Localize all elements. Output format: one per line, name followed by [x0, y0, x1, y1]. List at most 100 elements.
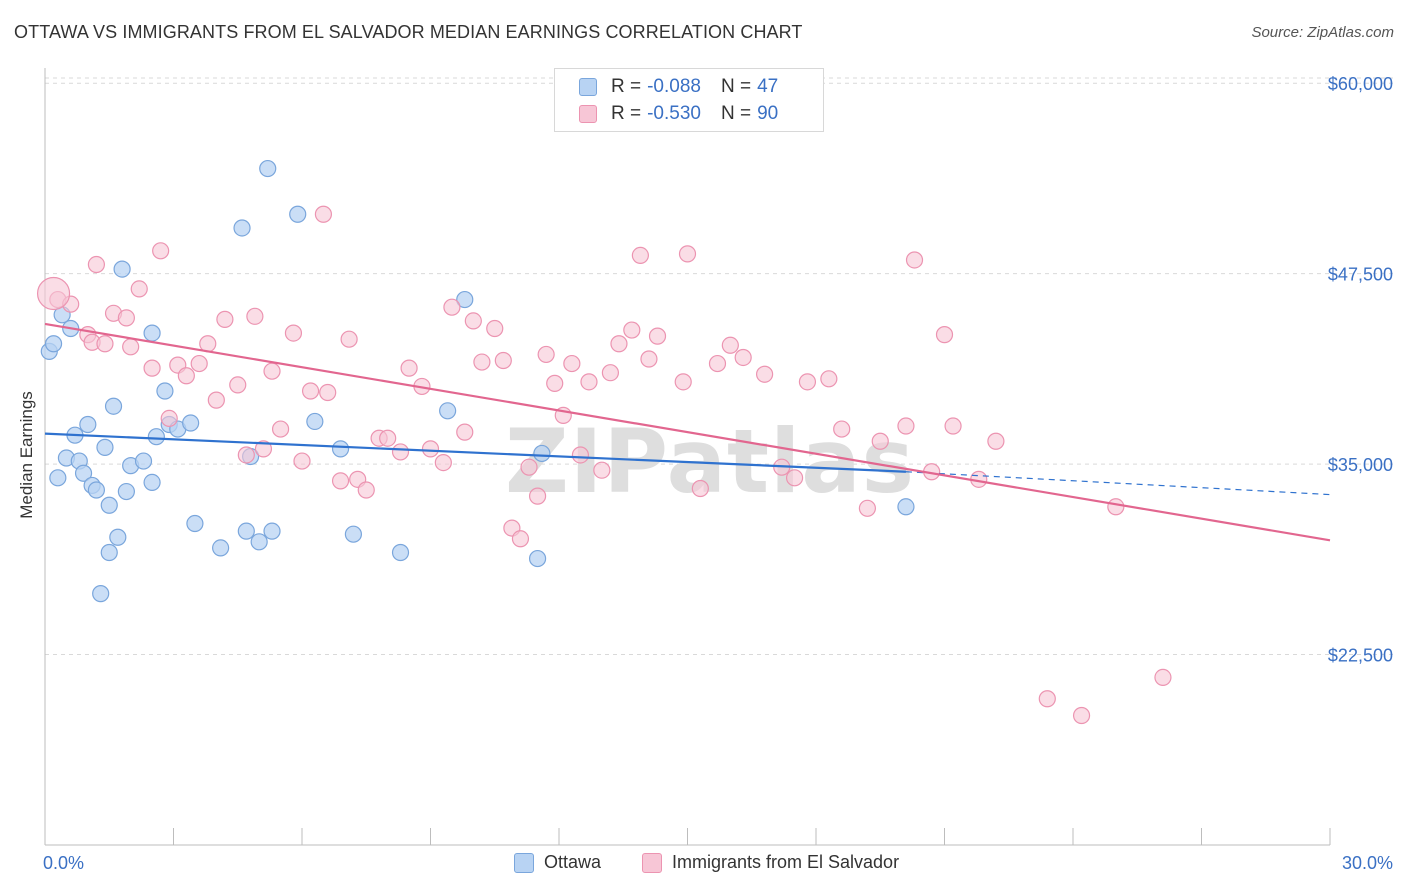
- salvador-point[interactable]: [528, 487, 547, 505]
- salvador-point[interactable]: [284, 324, 303, 342]
- ottawa-point[interactable]: [263, 522, 281, 540]
- ottawa-point[interactable]: [237, 522, 255, 540]
- salvador-point[interactable]: [486, 319, 504, 338]
- salvador-point[interactable]: [301, 382, 320, 400]
- salvador-point[interactable]: [254, 440, 273, 458]
- ottawa-point[interactable]: [331, 440, 350, 458]
- salvador-point[interactable]: [122, 338, 140, 356]
- salvador-point[interactable]: [87, 255, 106, 274]
- salvador-point[interactable]: [755, 365, 774, 383]
- ottawa-point[interactable]: [528, 549, 547, 568]
- ottawa-point[interactable]: [92, 585, 110, 603]
- salvador-point[interactable]: [674, 373, 692, 391]
- salvador-point[interactable]: [935, 326, 954, 344]
- salvador-point[interactable]: [229, 376, 247, 394]
- ottawa-point[interactable]: [109, 528, 127, 546]
- salvador-point[interactable]: [640, 350, 658, 368]
- salvador-point[interactable]: [130, 280, 148, 298]
- salvador-point[interactable]: [1072, 706, 1091, 725]
- salvador-point[interactable]: [117, 309, 135, 327]
- salvador-point[interactable]: [871, 432, 889, 450]
- ottawa-point[interactable]: [306, 412, 324, 431]
- salvador-point[interactable]: [391, 443, 410, 461]
- ottawa-point[interactable]: [182, 414, 200, 432]
- salvador-point[interactable]: [143, 359, 161, 377]
- salvador-point[interactable]: [987, 432, 1005, 450]
- ottawa-point[interactable]: [344, 525, 362, 543]
- salvador-point[interactable]: [571, 446, 590, 464]
- salvador-point[interactable]: [314, 205, 333, 223]
- salvador-point[interactable]: [905, 251, 924, 269]
- ottawa-point[interactable]: [100, 543, 118, 562]
- ottawa-point[interactable]: [439, 402, 457, 420]
- salvador-point[interactable]: [833, 420, 851, 438]
- salvador-point[interactable]: [593, 461, 611, 479]
- salvador-point[interactable]: [601, 364, 620, 382]
- salvador-point[interactable]: [691, 479, 709, 498]
- salvador-point[interactable]: [190, 354, 208, 373]
- ottawa-point[interactable]: [212, 539, 230, 557]
- salvador-point[interactable]: [207, 391, 225, 409]
- salvador-point[interactable]: [246, 307, 264, 325]
- ottawa-point[interactable]: [259, 159, 277, 178]
- salvador-point[interactable]: [421, 440, 440, 458]
- salvador-point[interactable]: [580, 373, 598, 391]
- salvador-point[interactable]: [216, 310, 234, 328]
- salvador-point[interactable]: [858, 499, 877, 517]
- salvador-point[interactable]: [897, 417, 915, 435]
- salvador-point[interactable]: [263, 362, 281, 380]
- salvador-point[interactable]: [537, 345, 555, 364]
- salvador-point[interactable]: [1107, 498, 1125, 516]
- salvador-point[interactable]: [798, 373, 817, 391]
- salvador-point[interactable]: [678, 245, 697, 263]
- salvador-point[interactable]: [379, 429, 397, 447]
- ottawa-point[interactable]: [456, 290, 474, 309]
- ottawa-point[interactable]: [533, 444, 551, 463]
- ottawa-point[interactable]: [100, 496, 118, 514]
- salvador-point[interactable]: [271, 420, 290, 438]
- salvador-point[interactable]: [546, 374, 564, 392]
- ottawa-point[interactable]: [113, 260, 131, 278]
- salvador-point[interactable]: [623, 321, 641, 339]
- salvador-point[interactable]: [734, 348, 752, 367]
- ottawa-point[interactable]: [186, 514, 204, 533]
- ottawa-point[interactable]: [143, 324, 161, 342]
- salvador-point[interactable]: [1038, 690, 1056, 708]
- ottawa-point[interactable]: [233, 219, 251, 237]
- salvador-point[interactable]: [293, 452, 311, 470]
- ottawa-point[interactable]: [79, 415, 97, 434]
- salvador-point[interactable]: [1154, 668, 1172, 687]
- salvador-point[interactable]: [152, 242, 170, 260]
- salvador-point[interactable]: [944, 417, 962, 435]
- salvador-point[interactable]: [160, 409, 178, 428]
- salvador-point[interactable]: [610, 335, 628, 353]
- ottawa-point[interactable]: [250, 533, 268, 551]
- legend-item-ottawa[interactable]: Ottawa: [514, 852, 601, 873]
- salvador-point[interactable]: [340, 330, 358, 348]
- ottawa-point[interactable]: [117, 482, 135, 501]
- salvador-point[interactable]: [511, 530, 530, 548]
- salvador-point[interactable]: [237, 446, 255, 464]
- salvador-point[interactable]: [563, 354, 581, 373]
- salvador-point[interactable]: [721, 336, 739, 354]
- salvador-point[interactable]: [357, 481, 375, 499]
- salvador-point[interactable]: [464, 312, 482, 330]
- salvador-point[interactable]: [96, 335, 114, 353]
- ottawa-point[interactable]: [897, 498, 915, 516]
- ottawa-point[interactable]: [49, 469, 67, 487]
- ottawa-point[interactable]: [391, 543, 410, 562]
- ottawa-point[interactable]: [96, 438, 114, 456]
- ottawa-point[interactable]: [104, 397, 123, 415]
- ottawa-point[interactable]: [289, 205, 307, 223]
- salvador-point[interactable]: [648, 327, 667, 345]
- salvador-point[interactable]: [456, 423, 474, 441]
- salvador-point[interactable]: [177, 367, 195, 385]
- salvador-point[interactable]: [443, 298, 461, 316]
- ottawa-point[interactable]: [44, 335, 63, 353]
- salvador-point[interactable]: [36, 276, 71, 311]
- ottawa-point[interactable]: [143, 473, 161, 491]
- salvador-point[interactable]: [434, 453, 452, 472]
- salvador-point[interactable]: [400, 359, 418, 377]
- salvador-point[interactable]: [331, 472, 350, 490]
- ottawa-point[interactable]: [74, 464, 93, 482]
